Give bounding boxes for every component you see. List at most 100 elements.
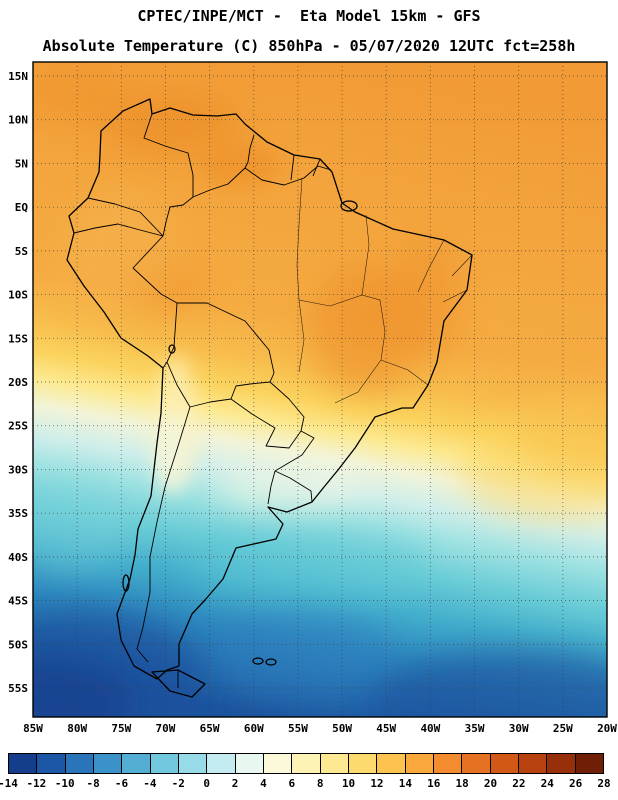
colorbar-tick-label: 24 xyxy=(540,777,554,790)
colorbar-tick-label: -4 xyxy=(143,777,157,790)
state-border xyxy=(451,254,473,277)
warm-anomaly xyxy=(33,65,120,125)
lon-tick-label: 25W xyxy=(553,722,573,735)
country-border xyxy=(267,470,276,505)
title-line1: CPTEC/INPE/MCT - Eta Model 15km - GFS xyxy=(137,7,481,25)
state-border xyxy=(361,214,370,296)
colorbar xyxy=(8,753,604,774)
colorbar-cell xyxy=(462,754,491,773)
colorbar-cell xyxy=(65,754,94,773)
country-border xyxy=(269,381,305,432)
country-border xyxy=(162,361,168,369)
country-border xyxy=(136,406,191,663)
temperature-field xyxy=(33,62,607,717)
colorbar-tick-label: 16 xyxy=(427,777,441,790)
state-border xyxy=(380,359,429,386)
colorbar-tick-label: -6 xyxy=(114,777,129,790)
falkland-island-west xyxy=(252,657,264,665)
chiloe-island xyxy=(122,574,130,592)
lat-tick-label: 15S xyxy=(8,332,28,345)
lat-tick-label: 40S xyxy=(8,551,28,564)
country-border xyxy=(87,197,164,237)
lake-titicaca xyxy=(168,344,176,354)
colorbar-cell xyxy=(122,754,151,773)
lon-tick-label: 70W xyxy=(156,722,176,735)
lat-tick-label: EQ xyxy=(15,201,29,214)
lat-tick-label: 50S xyxy=(8,638,28,651)
colorbar-tick-label: 4 xyxy=(260,777,267,790)
colorbar-tick-label: -2 xyxy=(171,777,185,790)
colorbar-cell xyxy=(178,754,208,773)
colorbar-cell xyxy=(150,754,179,773)
country-border xyxy=(143,113,194,197)
colorbar-cell xyxy=(235,754,264,773)
coastline xyxy=(66,98,473,698)
country-border xyxy=(230,381,271,400)
colorbar-cell xyxy=(292,754,321,773)
lon-tick-label: 65W xyxy=(200,722,220,735)
country-border xyxy=(230,398,302,449)
lat-tick-label: 55S xyxy=(8,682,28,695)
country-border xyxy=(244,161,249,169)
colorbar-cell xyxy=(547,754,576,773)
colorbar-tick-label: -14 xyxy=(0,777,18,790)
country-border xyxy=(132,235,178,304)
lon-tick-label: 35W xyxy=(465,722,485,735)
south-america-coastline xyxy=(66,98,473,680)
cold-tongue xyxy=(190,527,430,603)
colorbar-cell xyxy=(9,754,38,773)
colorbar-tick-label: -8 xyxy=(86,777,100,790)
lon-tick-label: 45W xyxy=(376,722,396,735)
colorbar-tick-label: 2 xyxy=(231,777,239,790)
colorbar-cell xyxy=(405,754,434,773)
colorbar-cell xyxy=(575,754,603,773)
lat-tick-label: 5S xyxy=(15,245,28,258)
colorbar-cell xyxy=(518,754,548,773)
lon-tick-label: 20W xyxy=(597,722,617,735)
country-border xyxy=(290,154,295,181)
tierra-del-fuego-coastline xyxy=(151,669,206,698)
andes-cool-tongue xyxy=(156,415,188,495)
cold-anomaly xyxy=(33,660,130,717)
falkland-island-east xyxy=(265,658,277,666)
lon-tick-label: 30W xyxy=(509,722,529,735)
atlantic-warm-bulge xyxy=(515,385,607,475)
lon-tick-label: 80W xyxy=(67,722,87,735)
state-border xyxy=(361,294,386,361)
colorbar-tick-label: 18 xyxy=(455,777,469,790)
colorbar-tick-label: 20 xyxy=(483,777,498,790)
colorbar-cell xyxy=(37,754,66,773)
cool-patch xyxy=(33,480,135,570)
lon-tick-label: 75W xyxy=(111,722,131,735)
country-border xyxy=(274,470,313,503)
state-border xyxy=(442,289,468,303)
colorbar-tick-label: 26 xyxy=(568,777,583,790)
colorbar-tick-label: 22 xyxy=(512,777,526,790)
state-border xyxy=(298,299,305,373)
lat-tick-label: 5N xyxy=(15,157,28,170)
warm-anomaly xyxy=(200,143,280,187)
country-borders xyxy=(73,113,332,688)
state-border xyxy=(296,177,303,301)
axis-labels: 15N 10N 5N EQ 5S 10S 15S 20S 25S 30S 35S 40S 45S 50S 5… xyxy=(8,70,617,735)
colorbar-cell xyxy=(348,754,378,773)
warm-anomaly xyxy=(390,240,460,360)
country-border xyxy=(274,430,315,472)
lon-tick-label: 40W xyxy=(420,722,440,735)
marajo-island xyxy=(340,200,358,212)
map-frame xyxy=(32,61,608,718)
lat-tick-label: 10N xyxy=(8,114,28,127)
lat-tick-label: 15N xyxy=(8,70,28,83)
coastlines-and-borders xyxy=(66,98,473,698)
country-border xyxy=(166,361,191,408)
title-line2: Absolute Temperature (C) 850hPa - 05/07/… xyxy=(42,37,576,55)
colorbar-cell xyxy=(93,754,123,773)
country-border xyxy=(177,302,275,383)
colorbar-tick-label: 8 xyxy=(316,777,324,790)
colorbar-cell xyxy=(490,754,519,773)
lat-tick-label: 30S xyxy=(8,463,28,476)
state-border xyxy=(298,294,363,307)
country-border xyxy=(247,134,255,163)
